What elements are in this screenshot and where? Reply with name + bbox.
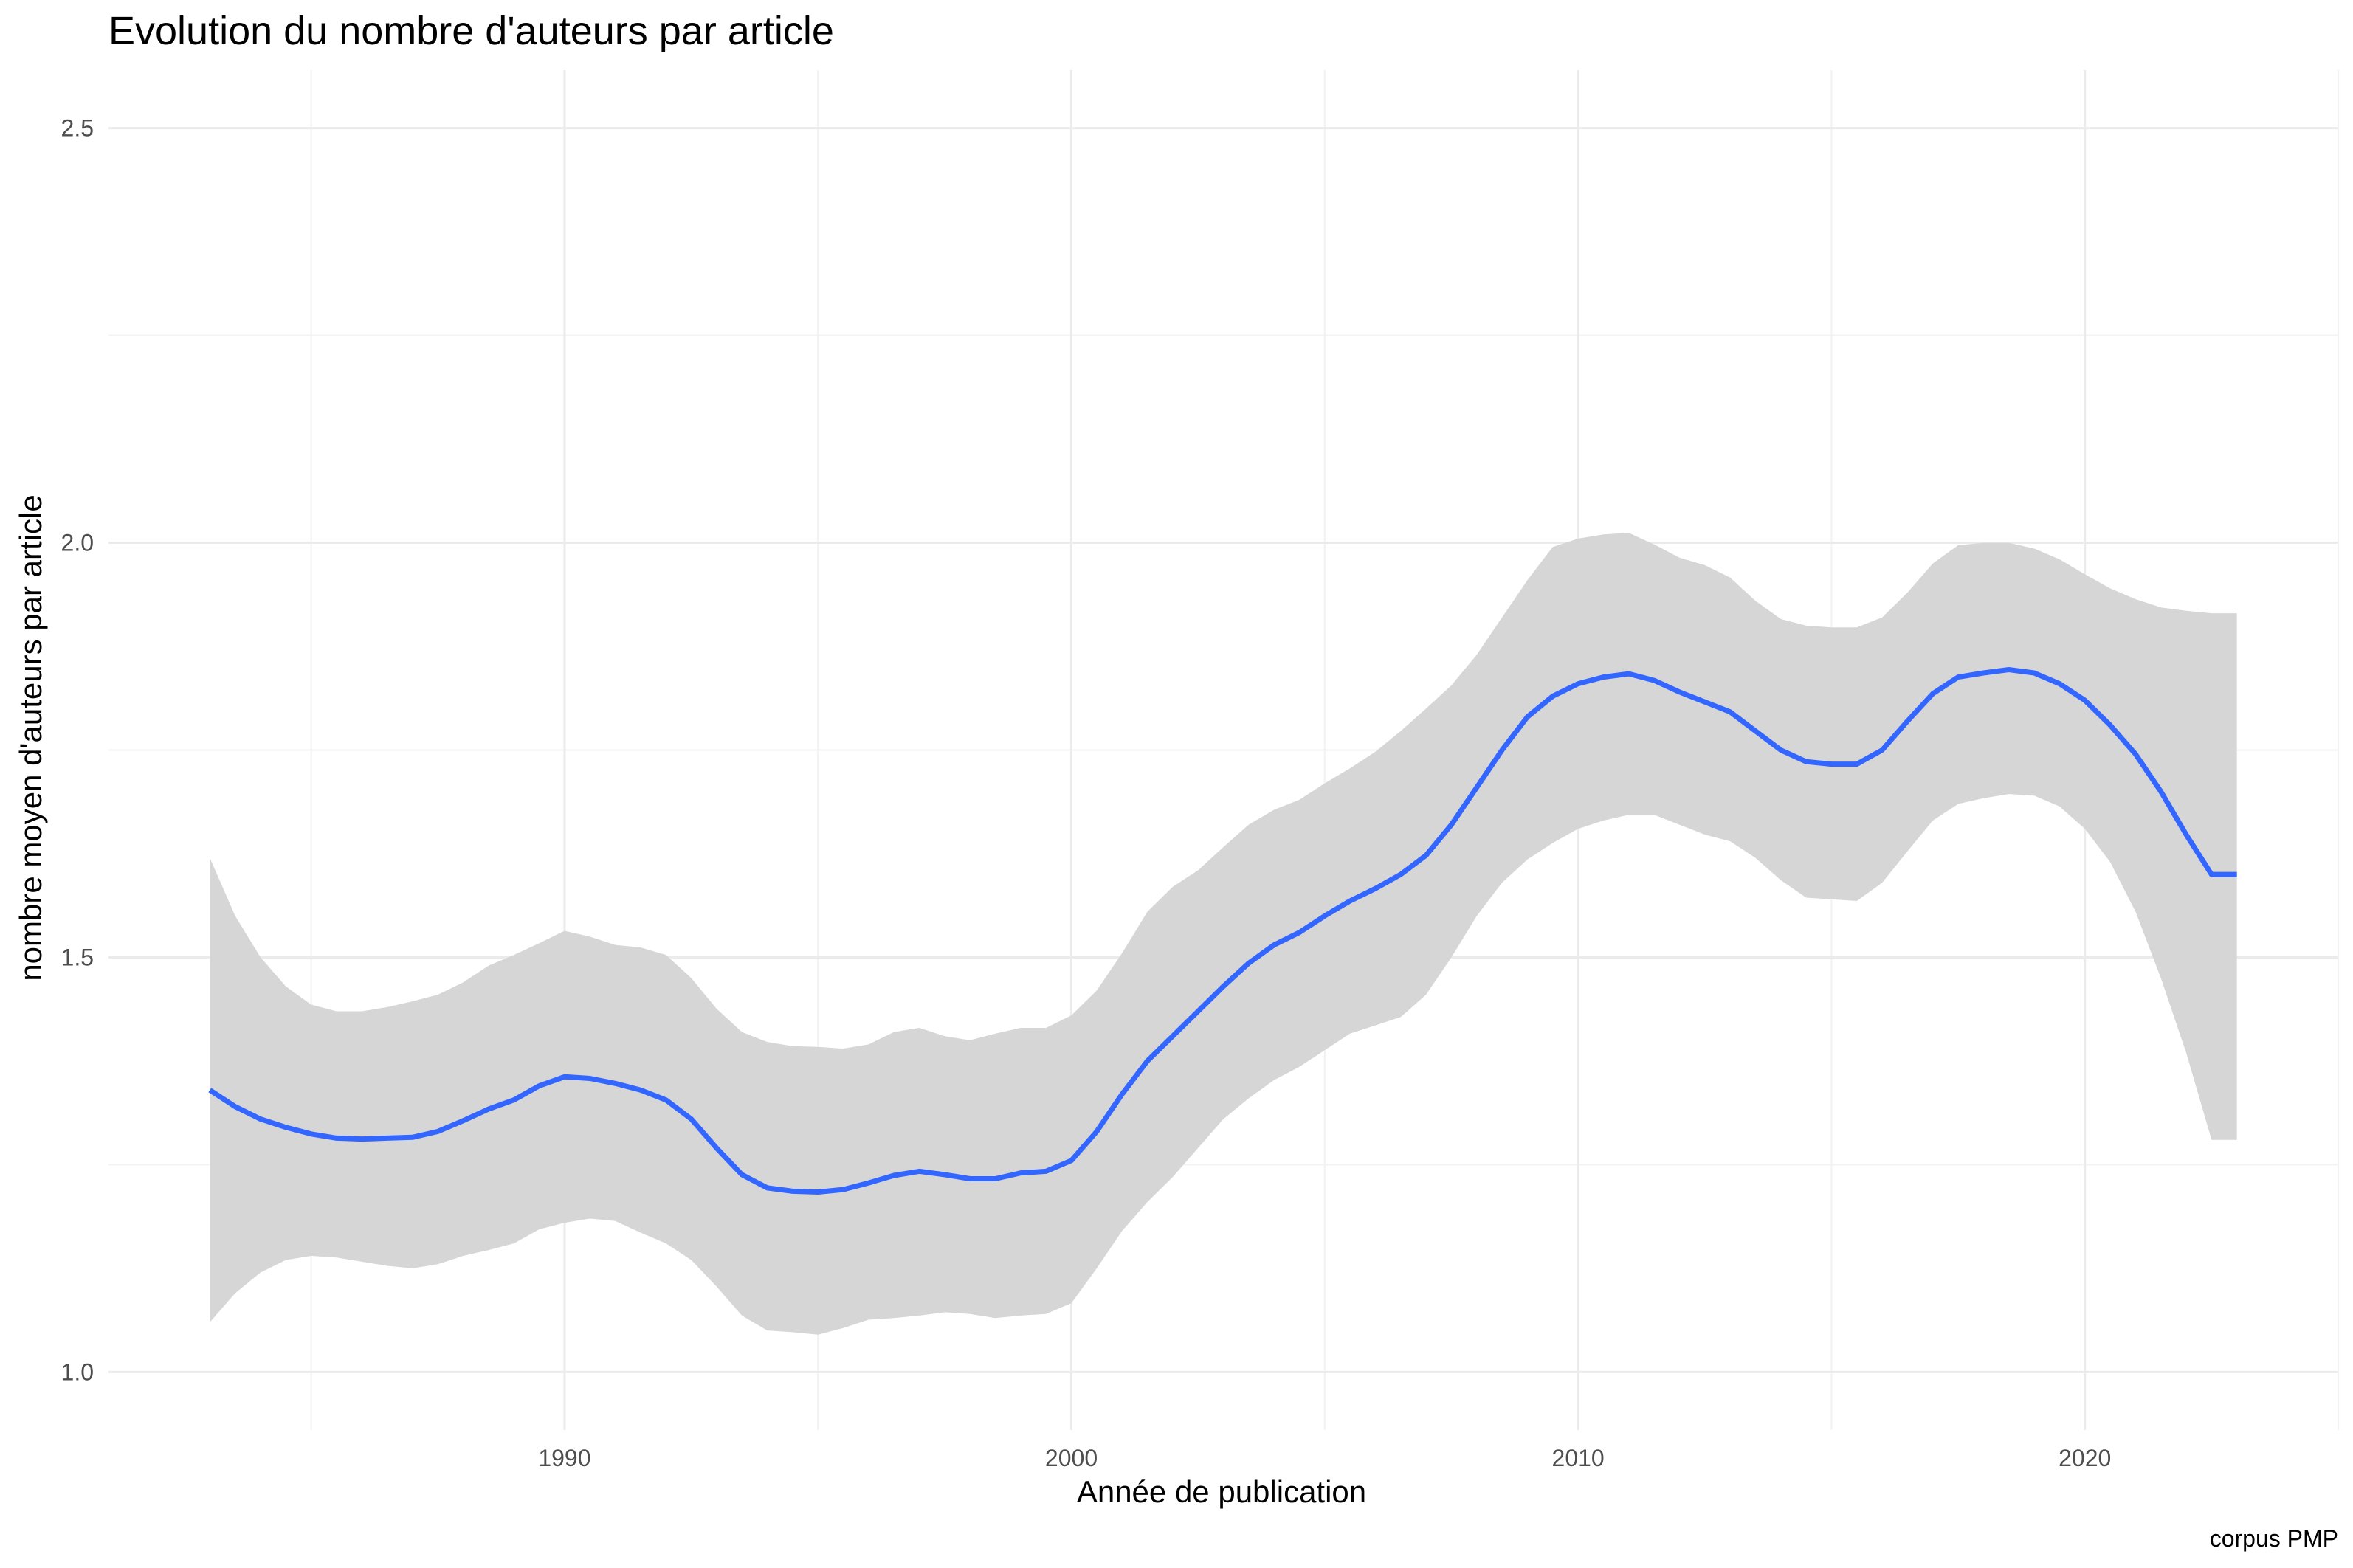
y-tick-label: 2.5 [61,115,94,142]
chart-caption: corpus PMP [2210,1525,2338,1552]
smooth-trend-line [208,667,2237,1195]
x-tick-label: 2000 [1045,1445,1098,1471]
confidence-band [210,533,2237,1335]
y-tick-label: 1.0 [61,1358,94,1385]
x-tick-label: 2020 [2059,1445,2111,1471]
y-axis-title: nombre moyen d'auteurs par article [13,494,48,981]
x-axis-title: Année de publication [1077,1474,1366,1509]
y-tick-label: 2.0 [61,530,94,556]
y-axis-ticks: 1.0 1.5 2.0 2.5 [61,115,94,1386]
x-tick-label: 1990 [538,1445,590,1471]
x-tick-label: 2010 [1552,1445,1605,1471]
y-tick-label: 1.5 [61,944,94,970]
chart-title: Evolution du nombre d'auteurs par articl… [108,9,834,53]
x-axis-ticks: 1990 2000 2010 2020 [538,1445,2111,1471]
